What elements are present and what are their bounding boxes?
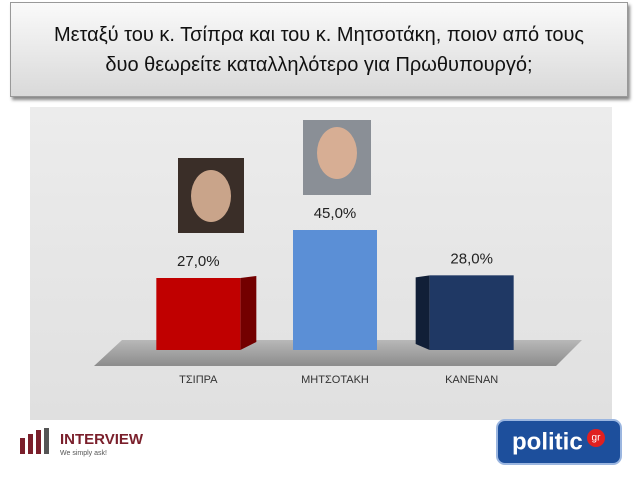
logo-dot [587, 429, 605, 447]
interview-logo: INTERVIEW We simply ask! [20, 428, 144, 457]
politic-logo: politic gr [496, 419, 622, 465]
value-label: 28,0% [450, 250, 493, 267]
logo-bar [36, 430, 41, 454]
x-tick-label: ΜΗΤΣΟΤΑΚΗ [301, 374, 369, 386]
logo-text: INTERVIEW [60, 431, 144, 448]
logo-bar [44, 428, 49, 454]
logo-suffix: gr [592, 433, 602, 444]
value-label: 45,0% [314, 205, 357, 222]
value-label: 27,0% [177, 253, 220, 270]
chart-title: Μεταξύ του κ. Τσίπρα και του κ. Μητσοτάκ… [10, 2, 628, 97]
logo-tagline: We simply ask! [60, 450, 107, 457]
bar [293, 230, 377, 350]
x-tick-label: ΚΑΝΕΝΑΝ [445, 374, 498, 386]
logo-bar [28, 434, 33, 454]
photo-face [191, 170, 231, 222]
logo-bar [20, 438, 25, 454]
logo-text: politic [512, 428, 583, 455]
photo-face [317, 127, 357, 179]
bar [156, 278, 241, 350]
bar [429, 275, 514, 350]
x-tick-label: ΤΣΙΠΡΑ [179, 374, 218, 386]
logo-box [496, 419, 622, 465]
bar-side [415, 275, 430, 350]
bar-side [240, 276, 257, 350]
